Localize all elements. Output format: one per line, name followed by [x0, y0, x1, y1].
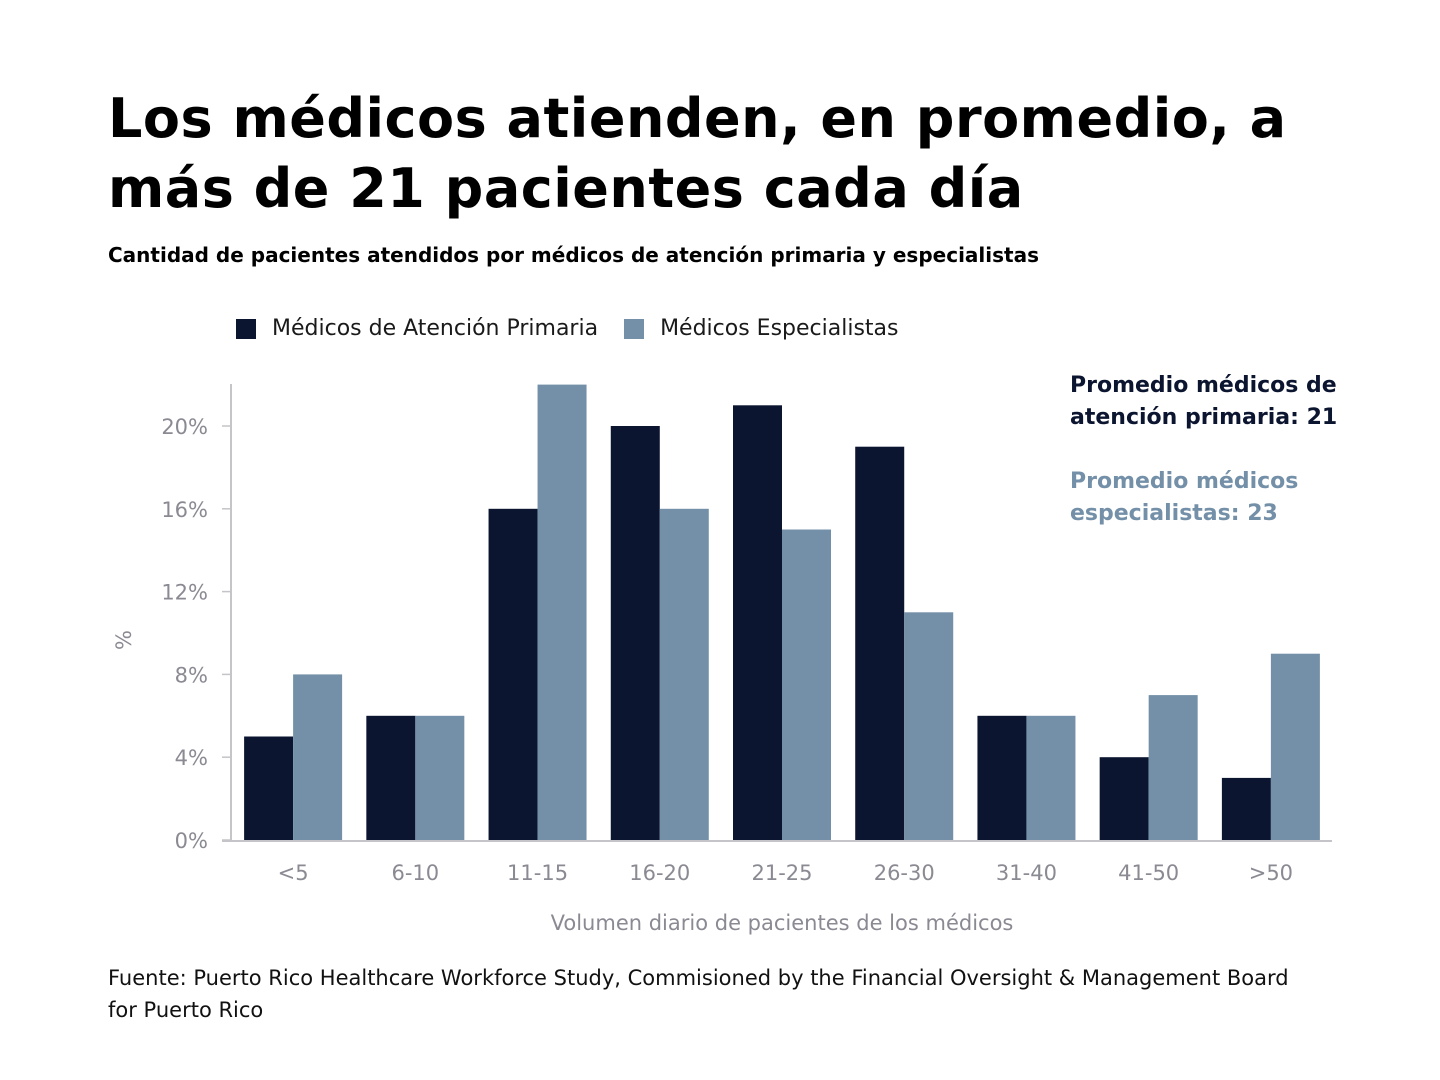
bar-primary-5: [855, 446, 905, 840]
bar-primary-8: [1221, 777, 1271, 840]
bar-primary-1: [366, 715, 416, 840]
legend-swatch-specialists: [624, 318, 645, 339]
bar-primary-3: [610, 426, 660, 840]
y-tick-label: 16%: [161, 498, 208, 522]
bar-specialists-2: [537, 384, 587, 840]
x-axis-title: Volumen diario de pacientes de los médic…: [551, 911, 1014, 935]
y-axis-title: %: [112, 630, 136, 650]
bar-specialists-1: [415, 715, 465, 840]
bar-specialists-7: [1148, 695, 1198, 840]
source-note: Fuente: Puerto Rico Healthcare Workforce…: [108, 966, 1289, 1022]
legend-label-primary: Médicos de Atención Primaria: [272, 316, 599, 341]
bars-group: [244, 384, 1320, 840]
legend: Médicos de Atención Primaria Médicos Esp…: [236, 316, 924, 341]
annotation-specialists-average: Promedio médicos especialistas: 23: [1070, 469, 1299, 526]
x-tick-label: 31-40: [996, 861, 1057, 885]
x-tick-label: 26-30: [874, 861, 935, 885]
bar-primary-2: [488, 508, 538, 840]
bar-primary-7: [1099, 757, 1149, 840]
x-tick-label: 6-10: [391, 861, 439, 885]
y-tick-label: 8%: [175, 663, 208, 687]
x-tick-label: <5: [278, 861, 309, 885]
legend-swatch-primary: [236, 318, 256, 339]
legend-item-specialists: Médicos Especialistas: [624, 316, 898, 341]
bar-specialists-6: [1026, 715, 1076, 840]
legend-label-specialists: Médicos Especialistas: [660, 316, 899, 341]
x-tick-label: 16-20: [629, 861, 690, 885]
bar-primary-6: [977, 715, 1027, 840]
x-tick-label: 11-15: [507, 861, 568, 885]
chart-title: Los médicos atienden, en promedio, a más…: [108, 87, 1287, 220]
x-tick-label: 21-25: [751, 861, 812, 885]
bar-specialists-8: [1270, 653, 1320, 840]
bar-primary-0: [244, 736, 294, 840]
bar-specialists-3: [659, 508, 709, 840]
legend-item-primary: Médicos de Atención Primaria: [236, 316, 598, 341]
y-tick-label: 0%: [175, 829, 208, 853]
x-tick-label: >50: [1249, 861, 1293, 885]
bar-primary-4: [733, 405, 782, 840]
y-tick-label: 4%: [175, 746, 208, 770]
chart-subtitle: Cantidad de pacientes atendidos por médi…: [108, 243, 1039, 267]
annotation-primary-average: Promedio médicos de atención primaria: 2…: [1070, 373, 1338, 430]
x-ticks-group: <5 6-10 11-15 16-20 21-25 26-30 31-40 41-50 >50: [278, 861, 1293, 885]
bar-specialists-5: [904, 612, 954, 840]
y-tick-label: 12%: [161, 581, 208, 605]
y-tick-label: 20%: [161, 415, 208, 439]
x-tick-label: 41-50: [1118, 861, 1179, 885]
y-ticks-group: 0% 4% 8% 12% 16% 20%: [161, 415, 231, 853]
bar-specialists-4: [782, 529, 831, 840]
bar-specialists-0: [293, 674, 343, 840]
